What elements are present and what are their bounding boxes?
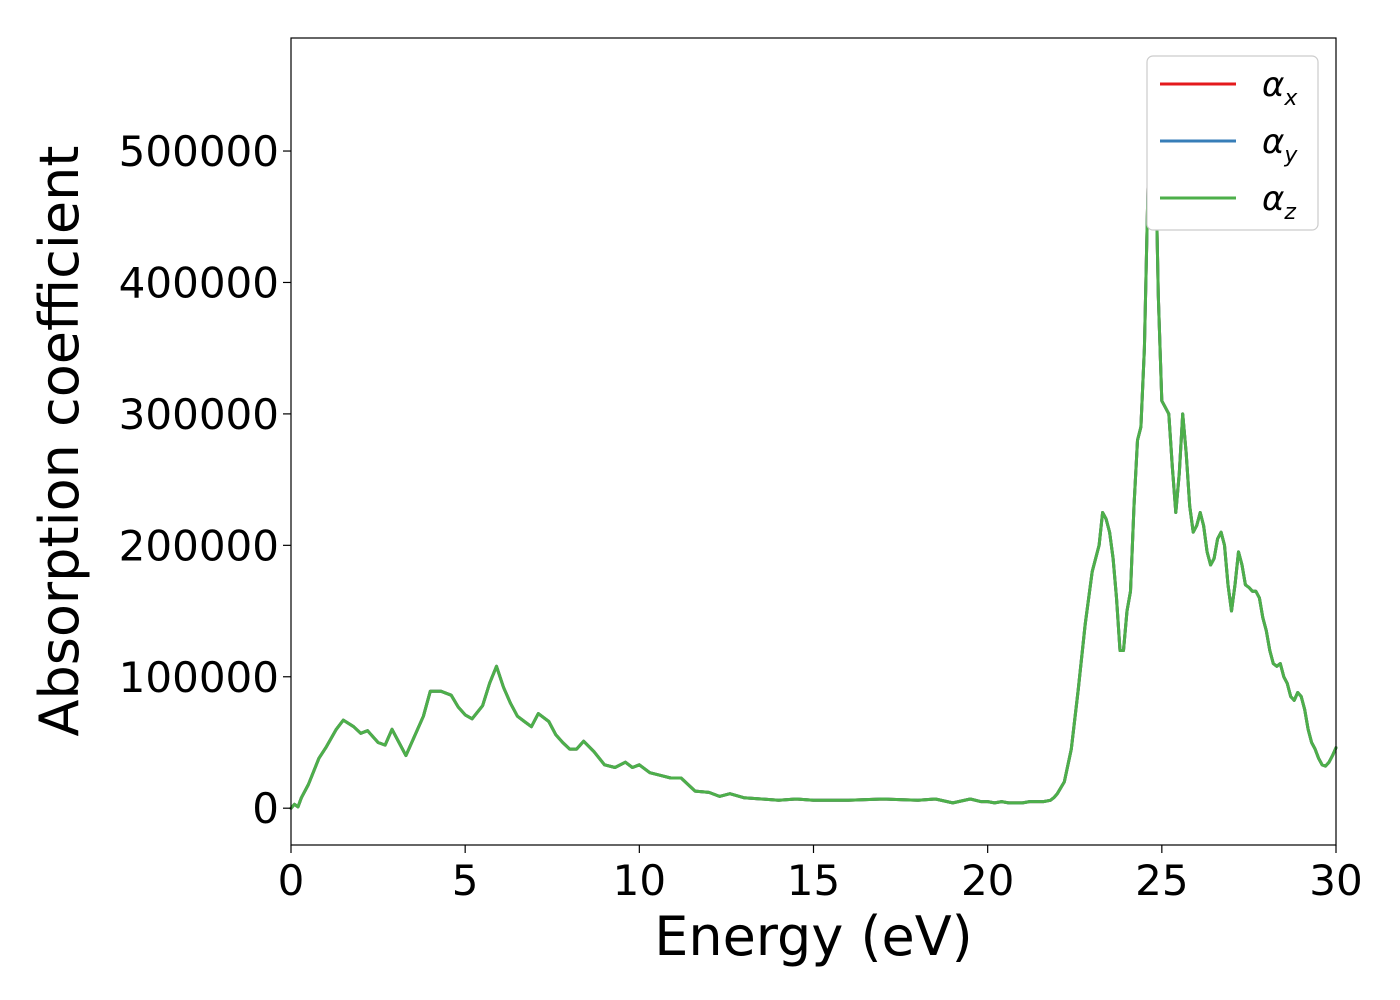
y-tick-label: 400000: [119, 258, 279, 307]
y-tick-label: 200000: [119, 521, 279, 570]
x-tick-label: 5: [452, 856, 479, 905]
x-tick-label: 0: [278, 856, 305, 905]
y-tick-label: 0: [252, 784, 279, 833]
x-axis-label: Energy (eV): [654, 905, 973, 968]
x-tick-label: 30: [1309, 856, 1362, 905]
series-line-z: [289, 77, 1338, 810]
series-group: [289, 77, 1338, 810]
y-axis-ticks: 0 100000 200000 300000 400000 500000: [119, 127, 291, 833]
y-axis-label: Absorption coefficient: [28, 146, 91, 737]
legend-box: [1146, 55, 1319, 231]
y-tick-label: 300000: [119, 390, 279, 439]
legend: αx αy αz: [1146, 55, 1319, 231]
x-tick-label: 20: [961, 856, 1014, 905]
x-axis-ticks: 0 5 10 15 20 25 30: [278, 845, 1363, 905]
legend-label: αz: [1262, 179, 1296, 225]
legend-label: αx: [1262, 65, 1298, 111]
x-tick-label: 25: [1135, 856, 1188, 905]
legend-label: αy: [1262, 122, 1298, 168]
x-tick-label: 15: [787, 856, 840, 905]
y-tick-label: 100000: [119, 653, 279, 702]
y-tick-label: 500000: [119, 127, 279, 176]
x-tick-label: 10: [613, 856, 666, 905]
